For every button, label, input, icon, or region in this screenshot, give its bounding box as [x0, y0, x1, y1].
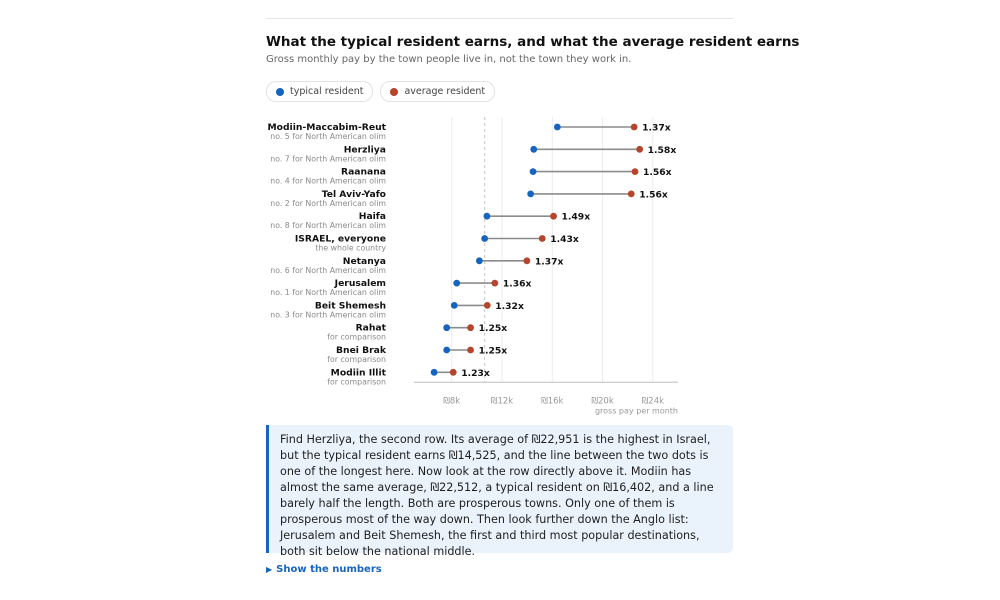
typical-dot-icon [276, 87, 284, 96]
legend-label-typical: typical resident [290, 86, 364, 97]
row-label: Haifa [359, 211, 386, 222]
row-sublabel: no. 3 for North American olim [270, 310, 386, 319]
legend-item-average[interactable]: average resident [380, 81, 496, 102]
average-dot [467, 346, 474, 354]
ratio-label: 1.32x [495, 301, 524, 312]
average-dot [449, 368, 457, 376]
show-numbers-label: Show the numbers [276, 564, 382, 575]
row-sublabel: no. 1 for North American olim [270, 288, 386, 297]
average-dot [523, 257, 531, 265]
chart-title: What the typical resident earns, and wha… [266, 34, 800, 50]
average-dot [467, 324, 474, 332]
typical-dot [443, 324, 451, 332]
x-tick-label: ₪12k [491, 396, 513, 406]
typical-dot [475, 257, 483, 265]
typical-dot [527, 190, 535, 198]
legend-item-typical[interactable]: typical resident [266, 81, 374, 102]
typical-dot [450, 302, 458, 309]
row-sublabel: no. 6 for North American olim [270, 266, 386, 275]
typical-dot [453, 279, 461, 287]
row-sublabel: for comparison [327, 355, 386, 364]
row-label: Bnei Brak [336, 345, 387, 356]
ratio-label: 1.37x [642, 123, 671, 134]
ratio-label: 1.25x [479, 346, 508, 357]
chart-subtitle: Gross monthly pay by the town people liv… [266, 54, 632, 65]
ratio-label: 1.23x [461, 368, 490, 379]
typical-dot [443, 346, 451, 354]
average-dot [550, 212, 557, 220]
row-label: Tel Aviv-Yafo [322, 189, 386, 200]
row-sublabel: no. 2 for North American olim [270, 199, 386, 208]
typical-dot [430, 368, 438, 376]
disclosure-triangle-icon: ▶ [266, 565, 273, 574]
x-tick-label: ₪8k [443, 396, 460, 406]
x-tick-label: ₪24k [642, 396, 664, 406]
x-tick-label: ₪20k [591, 396, 613, 406]
row-sublabel: for comparison [327, 333, 386, 342]
legend-label-average: average resident [404, 86, 486, 97]
row-label: Herzliya [344, 144, 386, 155]
average-dot [483, 302, 491, 309]
ratio-label: 1.43x [550, 234, 579, 245]
row-label: Raanana [341, 167, 386, 178]
typical-dot [483, 212, 491, 220]
ratio-label: 1.58x [648, 145, 677, 156]
x-axis-label: gross pay per month [595, 406, 678, 415]
typical-dot [530, 145, 538, 153]
ratio-label: 1.36x [503, 279, 532, 290]
row-sublabel: no. 7 for North American olim [270, 154, 386, 163]
row-sublabel: for comparison [327, 377, 386, 386]
typical-dot [553, 123, 561, 131]
average-dot-icon [390, 87, 399, 96]
ratio-label: 1.49x [562, 212, 591, 223]
row-label: Beit Shemesh [315, 300, 386, 311]
show-numbers-toggle[interactable]: ▶ Show the numbers [266, 564, 382, 575]
typical-dot [529, 168, 537, 175]
top-divider [266, 18, 733, 19]
typical-dot [481, 235, 489, 242]
row-sublabel: no. 8 for North American olim [270, 221, 386, 230]
average-dot [538, 235, 546, 242]
row-label: Jerusalem [334, 278, 386, 289]
row-label: Modiin-Maccabim-Reut [268, 122, 387, 133]
row-label: Netanya [343, 256, 386, 267]
row-label: Modiin Illit [331, 367, 387, 378]
explanation-callout: Find Herzliya, the second row. Its avera… [266, 425, 733, 558]
explanation-text: Find Herzliya, the second row. Its avera… [280, 433, 714, 558]
average-dot [491, 279, 499, 287]
row-label: Rahat [356, 323, 387, 334]
row-sublabel: no. 5 for North American olim [270, 132, 386, 141]
average-dot [627, 190, 635, 198]
average-dot [636, 145, 644, 153]
row-sublabel: the whole country [315, 244, 386, 253]
row-label: ISRAEL, everyone [295, 234, 386, 245]
x-tick-label: ₪16k [541, 396, 563, 406]
legend: typical resident average resident [266, 81, 496, 102]
ratio-label: 1.25x [479, 323, 508, 334]
ratio-label: 1.37x [535, 256, 564, 267]
ratio-label: 1.56x [639, 189, 668, 200]
average-dot [631, 168, 639, 175]
average-dot [630, 123, 638, 131]
ratio-label: 1.56x [643, 167, 672, 178]
row-sublabel: no. 4 for North American olim [270, 177, 386, 186]
